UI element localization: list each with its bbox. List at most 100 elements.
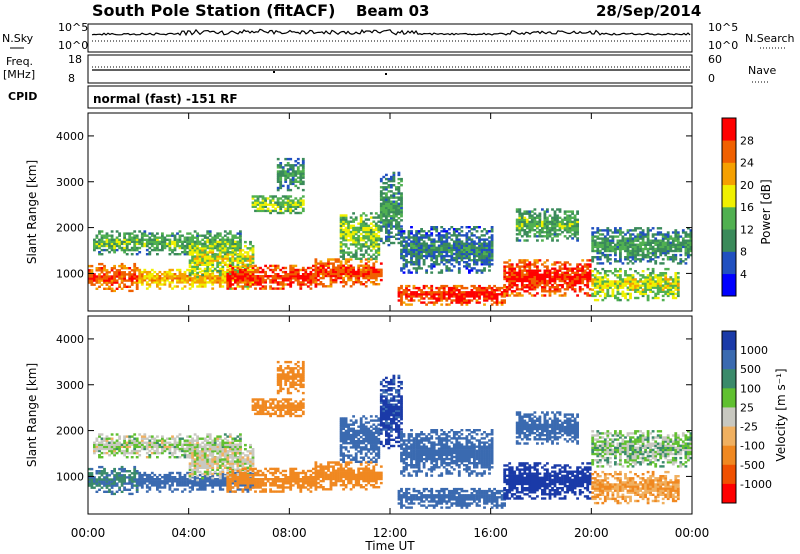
- power-cell: [480, 244, 484, 247]
- power-cell: [206, 251, 210, 254]
- power-cell: [377, 239, 381, 242]
- power-cell: [452, 259, 456, 262]
- power-cell: [286, 273, 290, 276]
- power-cell: [347, 224, 350, 227]
- power-cell: [259, 279, 262, 282]
- power-cell: [614, 249, 617, 253]
- power-cell: [457, 248, 461, 252]
- power-cell: [437, 297, 441, 300]
- power-cell: [223, 253, 227, 256]
- power-cell: [616, 247, 620, 251]
- power-cell: [465, 238, 469, 241]
- power-cell: [654, 280, 658, 283]
- power-cell: [548, 226, 552, 230]
- power-cell: [118, 283, 121, 286]
- power-cell: [239, 277, 242, 280]
- power-cell: [203, 269, 207, 273]
- power-cell: [593, 290, 597, 293]
- power-cell: [374, 274, 378, 278]
- power-cell: [203, 277, 207, 280]
- power-cell: [548, 281, 552, 285]
- power-cell: [490, 238, 494, 241]
- power-cell: [536, 279, 539, 283]
- power-cell: [636, 243, 640, 246]
- power-cell: [508, 259, 512, 262]
- power-cell: [234, 268, 237, 272]
- power-cell: [236, 257, 240, 260]
- power-cell: [390, 179, 393, 183]
- power-cell: [231, 253, 235, 256]
- power-cell: [206, 265, 210, 268]
- power-cell: [118, 242, 121, 246]
- power-cell: [621, 294, 625, 298]
- power-cell: [342, 272, 345, 276]
- power-cell: [135, 234, 139, 237]
- power-cell: [671, 292, 675, 296]
- power-cell: [198, 270, 202, 274]
- power-cell: [455, 248, 459, 252]
- power-cell: [367, 253, 371, 256]
- power-cell: [573, 220, 577, 224]
- power-cell: [349, 234, 353, 238]
- power-cell: [379, 270, 383, 274]
- power-cell: [568, 275, 572, 279]
- power-cell: [666, 235, 670, 238]
- power-cell: [614, 231, 617, 234]
- power-cell: [440, 240, 444, 243]
- power-cell: [546, 235, 549, 238]
- power-cell: [571, 237, 574, 240]
- power-cell: [606, 229, 610, 232]
- power-cell: [140, 236, 144, 239]
- power-cell: [422, 291, 426, 294]
- power-cell: [234, 281, 237, 284]
- power-cell: [440, 286, 444, 290]
- power-cell: [619, 274, 622, 277]
- power-cell: [616, 241, 620, 244]
- power-cell: [186, 251, 189, 254]
- power-cell: [465, 256, 469, 260]
- power-cell: [385, 204, 388, 208]
- power-cell: [183, 273, 187, 276]
- power-cell: [654, 276, 658, 279]
- power-cell: [226, 268, 230, 272]
- power-cell: [596, 247, 600, 251]
- power-cell: [656, 282, 660, 285]
- power-cell: [286, 199, 290, 202]
- power-cell: [256, 199, 260, 202]
- power-cell: [276, 197, 280, 200]
- power-cell: [566, 216, 569, 219]
- velocity-cell: [105, 482, 109, 485]
- power-cell: [216, 261, 220, 264]
- power-cell: [659, 247, 663, 251]
- power-cell: [379, 229, 383, 232]
- power-cell: [218, 267, 222, 271]
- power-cell: [168, 253, 172, 256]
- power-cell: [427, 236, 431, 239]
- power-cell: [400, 267, 403, 270]
- power-cell: [118, 273, 121, 276]
- power-cell: [236, 246, 240, 250]
- power-cell: [420, 244, 423, 247]
- velocity-cell: [93, 447, 96, 451]
- power-cell: [631, 233, 635, 236]
- power-cell: [314, 268, 318, 272]
- power-cell: [480, 289, 484, 292]
- power-cell: [294, 264, 298, 268]
- power-cell: [651, 241, 655, 244]
- power-cell: [244, 285, 247, 288]
- power-cell: [158, 270, 162, 274]
- power-cell: [485, 297, 489, 300]
- power-cell: [596, 251, 600, 255]
- power-cell: [234, 253, 237, 256]
- power-cell: [191, 281, 194, 284]
- power-cell: [327, 260, 330, 263]
- power-cell: [631, 278, 635, 281]
- power-cell: [460, 295, 464, 298]
- power-cell: [211, 263, 215, 266]
- power-cell: [226, 273, 230, 276]
- power-cell: [422, 236, 426, 239]
- power-cell: [372, 270, 376, 274]
- power-cell: [95, 246, 99, 250]
- power-cell: [684, 245, 688, 249]
- power-cell: [523, 261, 527, 264]
